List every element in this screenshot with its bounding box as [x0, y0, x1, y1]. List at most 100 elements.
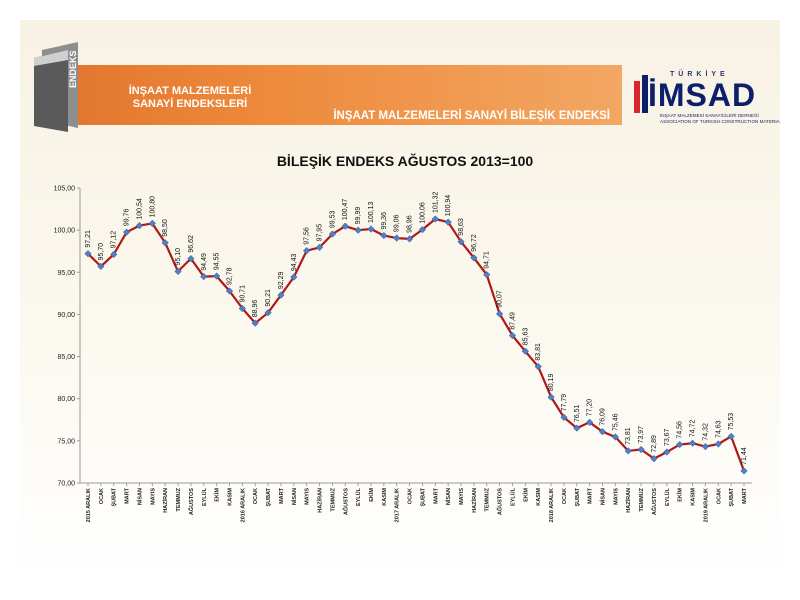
y-tick-labels: 70,00 75,00 80,00 85,00 90,00 95,00 100,00 105,…: [54, 186, 80, 488]
badge-front-panel: [34, 50, 68, 132]
data-point-label: 87,49: [509, 312, 516, 330]
data-point-label: 99,06: [394, 214, 401, 232]
data-point-label: 98,96: [407, 215, 414, 233]
data-point-label: 74,56: [677, 421, 684, 439]
data-point-label: 97,95: [317, 224, 324, 242]
data-point-label: 100,06: [419, 202, 426, 224]
data-point-marker: [122, 228, 131, 236]
org-title: İNŞAAT MALZEMELERİ SANAYİ ENDEKSLERİ: [90, 85, 290, 111]
x-tick-label: 2015 ARALIK: [86, 488, 92, 522]
data-point-label: 77,79: [561, 394, 568, 412]
x-tick-label: 2016 ARALIK: [240, 488, 246, 522]
data-point-label: 75,53: [728, 413, 735, 431]
x-tick-label: EYLÜL: [201, 487, 208, 506]
data-point-marker: [225, 287, 234, 295]
data-point-label: 98,50: [162, 219, 169, 237]
org-title-line-1: İNŞAAT MALZEMELERİ: [128, 85, 252, 97]
data-point-marker: [161, 239, 169, 247]
data-point-label: 74,63: [715, 420, 722, 438]
data-point-marker: [714, 440, 722, 448]
data-point-marker: [393, 234, 401, 242]
data-point-marker: [611, 433, 620, 441]
x-tick-label: OCAK: [99, 488, 105, 504]
y-tick-label: 95,00: [57, 270, 75, 277]
data-point-marker: [328, 230, 337, 238]
x-tick-label: EKİM: [677, 488, 684, 502]
x-tick-labels: 2015 ARALIK OCAK ŞUBAT MART NİSAN MAYIS HAZİRA…: [86, 483, 748, 522]
data-point-label: 99,53: [329, 210, 336, 228]
data-point-label: 77,20: [587, 399, 594, 417]
data-point-label: 96,62: [188, 235, 195, 253]
x-tick-label: ŞUBAT: [420, 487, 426, 506]
data-point-label: 99,76: [124, 209, 131, 227]
logo-bar-red: [634, 81, 640, 113]
data-point-label: 80,19: [548, 373, 555, 391]
y-tick-label: 105,00: [54, 186, 76, 193]
x-tick-label: EKİM: [522, 488, 529, 502]
data-point-label: 90,21: [265, 289, 272, 307]
data-point-label: 100,94: [445, 195, 452, 217]
data-point-marker: [431, 215, 439, 223]
index-series-line: [87, 217, 746, 472]
data-point-label: 73,67: [664, 428, 671, 446]
x-tick-label: NİSAN: [445, 488, 452, 505]
x-tick-label: EKİM: [368, 488, 375, 502]
x-tick-label: TEMMUZ: [176, 487, 182, 511]
x-tick-label: EKİM: [214, 488, 221, 502]
data-point-label: 75,46: [612, 413, 619, 431]
logo-bar-blue: [642, 75, 648, 113]
data-point-marker: [470, 254, 478, 262]
x-tick-label: AĞUSTOS: [496, 488, 504, 515]
imsad-logo-mark: [634, 75, 648, 113]
data-point-label: 90,07: [497, 290, 504, 308]
data-point-label: 94,49: [201, 253, 208, 271]
data-point-marker: [457, 238, 465, 246]
data-point-marker: [264, 309, 272, 317]
data-point-label: 73,97: [638, 426, 645, 444]
x-tick-label: KASIM: [227, 488, 233, 506]
data-point-marker: [238, 304, 247, 313]
data-point-label: 95,10: [175, 248, 182, 266]
x-tick-label: ŞUBAT: [112, 487, 118, 506]
x-tick-label: HAZİRAN: [625, 488, 632, 513]
data-point-marker: [598, 428, 607, 436]
data-point-marker: [573, 424, 581, 432]
data-point-marker: [676, 440, 684, 449]
x-tick-label: AĞUSTOS: [187, 488, 195, 515]
endeks-badge: ENDEKS: [34, 42, 78, 132]
data-point-label: 73,81: [625, 427, 632, 445]
data-point-label: 100,80: [149, 196, 156, 218]
data-point-marker: [251, 319, 259, 327]
data-point-label: 72,89: [651, 435, 658, 453]
x-tick-label: ŞUBAT: [575, 487, 581, 506]
x-tick-label: OCAK: [253, 488, 259, 504]
x-tick-label: MART: [433, 487, 439, 504]
x-tick-label: MAYIS: [459, 488, 465, 505]
data-point-label: 88,96: [252, 300, 259, 318]
data-point-marker: [637, 445, 645, 454]
x-tick-label: AĞUSTOS: [341, 488, 349, 515]
x-tick-label: MAYIS: [305, 488, 311, 505]
data-point-marker: [624, 447, 632, 455]
x-tick-label: MART: [588, 487, 594, 504]
data-point-marker: [135, 221, 144, 230]
data-point-marker: [547, 393, 555, 401]
data-point-label: 100,54: [136, 198, 143, 220]
data-point-label: 95,70: [98, 243, 105, 261]
data-point-marker: [688, 439, 697, 447]
data-point-label: 71,44: [741, 447, 748, 465]
x-tick-label: KASIM: [536, 488, 542, 506]
data-point-label: 94,55: [214, 252, 221, 270]
data-point-marker: [290, 273, 298, 281]
x-tick-label: MART: [742, 487, 748, 504]
x-tick-label: NİSAN: [291, 488, 298, 505]
y-tick-label: 100,00: [54, 228, 76, 235]
x-tick-label: ŞUBAT: [266, 487, 272, 506]
data-point-marker: [444, 218, 452, 226]
data-point-marker: [727, 432, 735, 441]
data-point-label: 90,71: [239, 285, 246, 303]
imsad-tagline-en: ASSOCIATION OF TURKISH CONSTRUCTION MATE…: [660, 118, 780, 124]
x-tick-label: OCAK: [716, 488, 722, 504]
data-point-label: 100,13: [368, 202, 375, 224]
data-point-marker: [341, 222, 349, 230]
